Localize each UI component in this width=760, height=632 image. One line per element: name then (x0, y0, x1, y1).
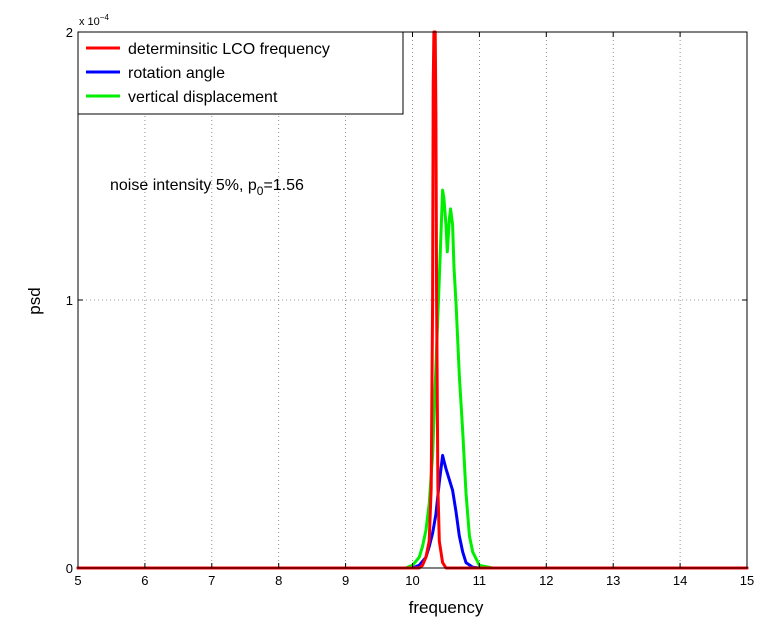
y-scale-exponent: x 10−4 (79, 13, 109, 28)
x-tick-label: 9 (342, 573, 349, 588)
x-tick-label: 5 (74, 573, 81, 588)
y-tick-label: 1 (66, 293, 73, 308)
series-line-2 (76, 188, 749, 570)
x-tick-label: 13 (606, 573, 620, 588)
y-axis-label: psd (25, 287, 44, 314)
x-tick-label: 12 (539, 573, 553, 588)
legend-label-1: rotation angle (128, 65, 225, 82)
x-tick-label: 8 (275, 573, 282, 588)
legend: determinsitic LCO frequency rotation angl… (77, 31, 404, 115)
x-tick-label: 11 (473, 573, 487, 588)
x-axis-label: frequency (409, 598, 484, 617)
grid-lines (78, 32, 747, 568)
legend-label-0: determinsitic LCO frequency (128, 41, 330, 58)
x-tick-label: 6 (141, 573, 148, 588)
y-tick-label: 2 (66, 25, 73, 40)
x-tick-label: 7 (208, 573, 215, 588)
legend-box (77, 31, 404, 115)
y-tick-label: 0 (66, 561, 73, 576)
x-tick-label: 15 (740, 573, 754, 588)
legend-label-2: vertical displacement (128, 89, 278, 106)
x-tick-label: 10 (405, 573, 419, 588)
x-tick-label: 14 (673, 573, 687, 588)
noise-annotation: noise intensity 5%, p0=1.56 (110, 177, 304, 198)
